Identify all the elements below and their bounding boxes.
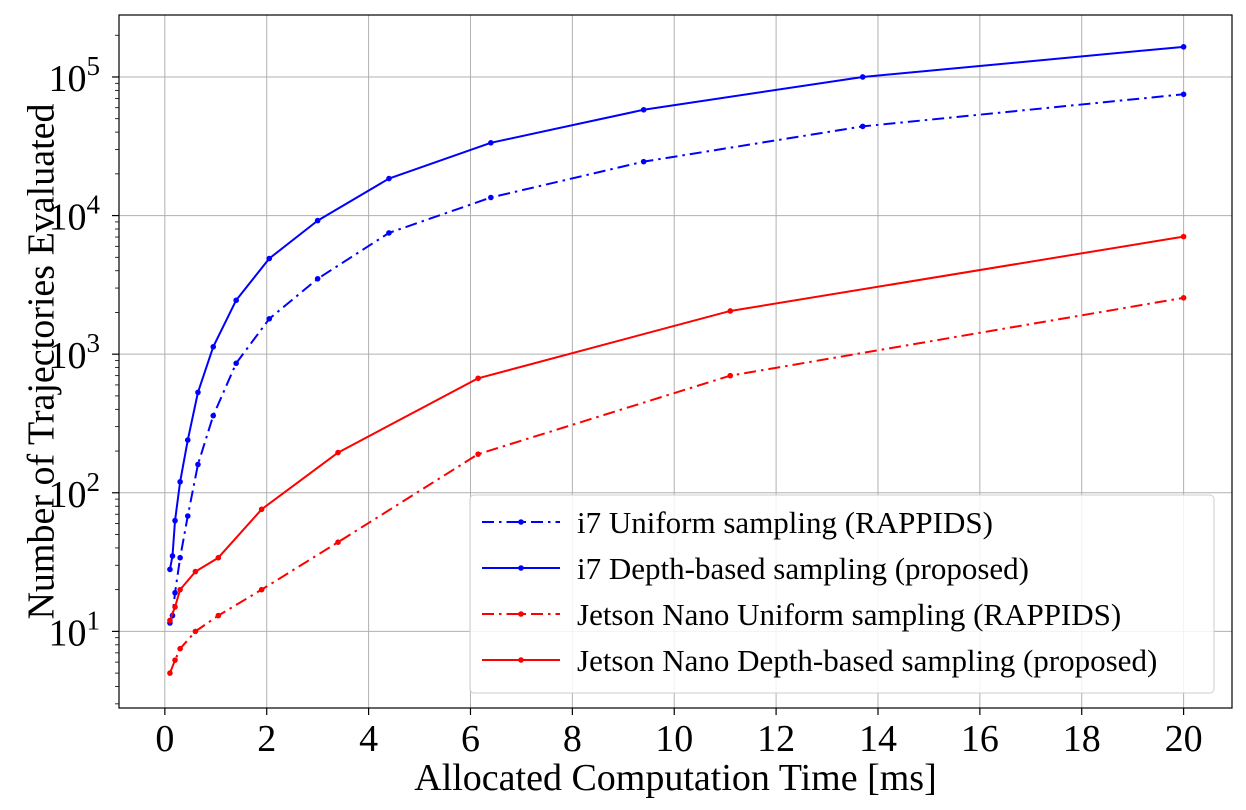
y-axis-label: Number of Trajectories Evaluated — [21, 103, 63, 619]
plot-series — [167, 44, 1187, 676]
data-point — [215, 612, 222, 619]
data-point — [233, 360, 239, 367]
data-point — [727, 372, 734, 379]
legend-entry: i7 Depth-based sampling (proposed) — [482, 551, 1029, 586]
series-line — [169, 235, 1184, 621]
legend-marker — [518, 657, 524, 663]
y-tick-label: 103 — [49, 328, 101, 377]
data-point — [172, 657, 178, 663]
data-point — [215, 554, 222, 561]
data-point — [177, 586, 183, 593]
data-point — [177, 554, 183, 561]
x-tick-label: 2 — [257, 718, 276, 760]
x-tick-label: 4 — [359, 718, 378, 760]
data-point — [172, 517, 178, 524]
data-point — [727, 308, 734, 314]
data-point — [167, 670, 173, 676]
x-tick-label: 12 — [757, 718, 795, 760]
x-axis-label: Allocated Computation Time [ms] — [414, 757, 936, 799]
legend-marker — [518, 519, 524, 525]
data-point — [335, 539, 341, 545]
data-point — [640, 158, 647, 165]
x-tick-label: 20 — [1165, 718, 1203, 760]
series-1 — [167, 91, 1187, 626]
data-point — [233, 297, 239, 304]
data-point — [475, 451, 481, 457]
data-point — [1180, 91, 1187, 98]
data-point — [859, 123, 866, 130]
data-point — [640, 106, 647, 113]
series-4 — [167, 233, 1187, 624]
data-point — [167, 617, 173, 624]
legend-entry: Jetson Nano Depth-based sampling (propos… — [482, 643, 1157, 678]
data-point — [169, 553, 176, 559]
legend-entry: i7 Uniform sampling (RAPPIDS) — [482, 505, 993, 540]
data-point — [1180, 44, 1187, 50]
data-point — [177, 645, 183, 652]
x-tick-label: 14 — [859, 718, 897, 760]
legend-label: Jetson Nano Depth-based sampling (propos… — [577, 643, 1157, 678]
series-line — [168, 45, 1184, 570]
data-point — [210, 412, 217, 419]
data-point — [172, 604, 178, 610]
data-point — [314, 217, 321, 224]
data-point — [859, 74, 866, 80]
y-tick-label: 104 — [49, 190, 101, 239]
legend-entry: Jetson Nano Uniform sampling (RAPPIDS) — [482, 597, 1121, 632]
x-tick-label: 10 — [655, 718, 693, 760]
series-line — [169, 296, 1184, 674]
legend-label: i7 Uniform sampling (RAPPIDS) — [577, 505, 993, 540]
data-point — [184, 437, 191, 443]
data-point — [195, 461, 201, 468]
legend-box — [469, 494, 1215, 694]
data-point — [488, 140, 494, 146]
data-point — [195, 389, 201, 396]
data-point — [258, 506, 265, 513]
x-tick-label: 18 — [1063, 718, 1101, 760]
series-2 — [167, 44, 1187, 573]
grid-lines — [119, 15, 1232, 708]
series-3 — [167, 295, 1187, 676]
legend-marker — [518, 565, 524, 571]
data-point — [258, 586, 265, 593]
y-tick-label: 105 — [49, 51, 101, 100]
data-point — [1180, 233, 1187, 240]
x-tick-label: 6 — [461, 718, 480, 760]
data-point — [210, 344, 217, 350]
data-point — [167, 566, 173, 573]
data-point — [266, 315, 273, 322]
data-point — [314, 275, 321, 282]
data-point — [266, 255, 273, 262]
data-point — [488, 194, 494, 201]
plot-frame — [118, 14, 1233, 709]
series-line — [168, 93, 1184, 624]
data-point — [184, 513, 191, 519]
data-point — [192, 568, 199, 575]
data-point — [475, 375, 481, 382]
y-tick-label: 102 — [49, 467, 101, 516]
y-tick-label: 101 — [49, 605, 101, 654]
data-point — [335, 449, 341, 456]
data-point — [386, 175, 392, 182]
legend-marker — [518, 611, 524, 617]
legend-label: Jetson Nano Uniform sampling (RAPPIDS) — [577, 597, 1121, 632]
x-tick-label: 16 — [961, 718, 999, 760]
axis-ticks: 0 2 4 6 8 10 12 14 16 18 20 101 102 103 104 105 — [49, 34, 1203, 760]
x-tick-label: 0 — [155, 718, 174, 760]
data-point — [172, 589, 178, 596]
data-point — [177, 479, 183, 485]
legend-label: i7 Depth-based sampling (proposed) — [577, 551, 1029, 586]
legend: i7 Uniform sampling (RAPPIDS) i7 Depth-ba… — [469, 494, 1215, 694]
data-point — [192, 628, 199, 635]
data-point — [386, 230, 392, 236]
data-point — [1180, 295, 1187, 301]
x-tick-label: 8 — [563, 718, 582, 760]
